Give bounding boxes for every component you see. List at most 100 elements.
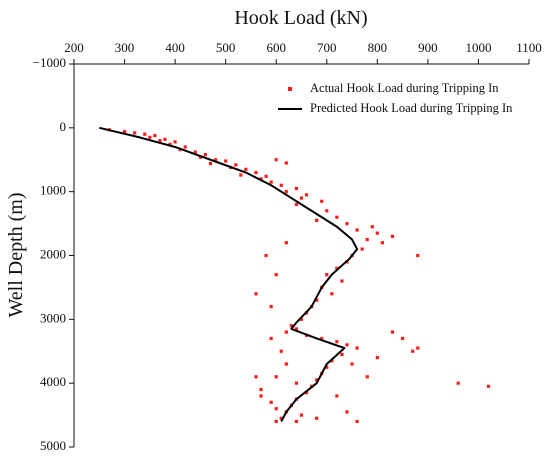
data-point	[355, 228, 359, 232]
data-point	[304, 193, 309, 197]
x-tick-label: 1100	[516, 40, 542, 55]
data-point	[325, 365, 329, 369]
data-point	[264, 174, 268, 178]
y-tick-label: 5000	[40, 438, 66, 453]
data-point	[355, 346, 359, 350]
scatter-series	[107, 128, 491, 424]
data-point	[335, 266, 339, 270]
data-point	[320, 336, 324, 341]
legend-swatch	[288, 87, 292, 91]
data-point	[299, 196, 304, 200]
data-point	[325, 209, 329, 213]
data-point	[274, 419, 278, 424]
data-point	[315, 298, 319, 302]
data-point	[320, 199, 324, 203]
data-point	[365, 375, 369, 379]
y-tick-label: 1000	[40, 183, 66, 198]
data-point	[183, 145, 187, 149]
data-point	[375, 356, 379, 360]
data-point	[304, 391, 309, 395]
y-axis-title: Well Depth (m)	[5, 192, 27, 317]
data-point	[259, 177, 263, 181]
data-point	[284, 362, 288, 366]
data-line	[99, 126, 359, 422]
x-tick-label: 300	[115, 40, 135, 55]
data-point	[284, 241, 288, 245]
data-point	[340, 352, 344, 357]
data-point	[269, 336, 273, 341]
x-tick-label: 500	[216, 40, 236, 55]
data-point	[289, 324, 293, 328]
x-axis-title: Hook Load (kN)	[234, 7, 367, 29]
data-point	[401, 336, 405, 341]
y-tick-label: 4000	[40, 374, 66, 389]
data-point	[350, 362, 354, 366]
data-point	[360, 247, 364, 251]
data-point	[133, 131, 137, 135]
data-point	[158, 139, 162, 143]
data-point	[325, 273, 329, 277]
data-point	[122, 130, 127, 134]
x-tick-label: 400	[165, 40, 185, 55]
data-point	[274, 273, 278, 277]
legend: Actual Hook Load during Tripping In Predi…	[278, 81, 513, 115]
x-tick-label: 800	[368, 40, 388, 55]
data-point	[345, 410, 349, 414]
y-tick-label: 2000	[40, 246, 66, 261]
data-point	[269, 400, 273, 404]
data-point	[284, 330, 288, 334]
x-tick-label: 1000	[465, 40, 491, 55]
x-tick-label: 200	[64, 40, 84, 55]
data-point	[244, 167, 248, 171]
data-point	[173, 140, 177, 144]
data-point	[345, 221, 349, 226]
data-point	[315, 378, 319, 382]
data-point	[380, 241, 384, 245]
data-point	[416, 346, 420, 350]
x-tick-label: 700	[317, 40, 337, 55]
data-point	[274, 407, 278, 411]
data-point	[254, 170, 258, 175]
data-point	[274, 158, 278, 162]
data-point	[486, 384, 491, 388]
data-point	[208, 161, 213, 166]
data-point	[390, 234, 395, 238]
data-point	[456, 381, 460, 385]
data-point	[269, 180, 273, 184]
data-point	[168, 142, 172, 147]
y-tick-label: 3000	[40, 310, 66, 325]
data-point	[259, 387, 263, 392]
data-point	[294, 381, 299, 385]
data-point	[264, 253, 268, 258]
x-tick-label: 600	[266, 40, 286, 55]
data-point	[370, 225, 374, 229]
data-point	[279, 416, 283, 420]
data-point	[365, 237, 369, 242]
data-point	[390, 330, 395, 334]
data-point	[143, 132, 147, 136]
data-point	[335, 340, 339, 344]
data-point	[254, 375, 258, 379]
data-point	[294, 202, 299, 207]
data-point	[148, 135, 152, 140]
data-point	[274, 375, 278, 379]
data-point	[355, 419, 359, 424]
data-point	[279, 349, 283, 353]
y-tick-label: −1000	[33, 55, 66, 70]
data-point	[335, 215, 339, 219]
data-point	[203, 153, 208, 157]
data-point	[330, 292, 334, 296]
data-point	[294, 419, 299, 424]
data-point	[299, 413, 304, 417]
data-point	[279, 183, 283, 187]
data-point	[254, 292, 258, 296]
data-point	[299, 317, 304, 321]
data-point	[411, 349, 415, 353]
data-point	[284, 190, 288, 194]
data-point	[294, 327, 299, 331]
data-point	[193, 150, 197, 154]
legend-label: Predicted Hook Load during Tripping In	[310, 101, 513, 115]
data-point	[259, 394, 263, 398]
